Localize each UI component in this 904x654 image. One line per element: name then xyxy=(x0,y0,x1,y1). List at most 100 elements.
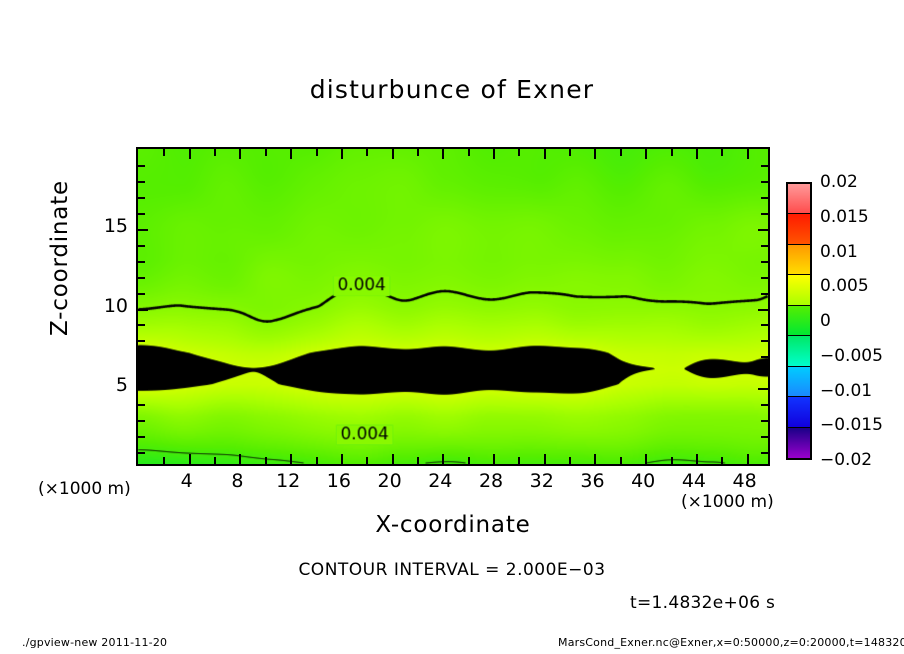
x-axis-tick xyxy=(493,454,496,464)
x-axis-tick xyxy=(594,454,597,464)
x-axis-tick-label: 12 xyxy=(276,470,301,492)
x-unit-right: (×1000 m) xyxy=(681,492,774,512)
y-axis-tick xyxy=(761,452,768,455)
y-axis-tick xyxy=(138,452,145,455)
y-axis-tick-label: 10 xyxy=(103,294,128,317)
x-axis-tick xyxy=(721,149,724,156)
contour-field xyxy=(138,149,768,464)
x-axis-tick xyxy=(569,149,572,156)
x-axis-tick xyxy=(442,149,445,159)
contour-plot-area xyxy=(136,147,770,466)
y-axis-tick xyxy=(138,308,148,311)
x-axis-tick xyxy=(163,149,166,156)
colorbar-tick-label: −0.01 xyxy=(820,380,873,401)
x-axis-tick xyxy=(619,457,622,464)
y-axis-tick xyxy=(761,244,768,247)
y-axis-tick xyxy=(138,324,145,327)
y-axis-tick-label: 15 xyxy=(103,214,128,237)
x-axis-tick-label: 4 xyxy=(180,470,193,492)
y-axis-tick xyxy=(138,164,145,167)
x-axis-tick xyxy=(188,149,191,159)
colorbar-tick-label: −0.005 xyxy=(820,345,883,366)
x-axis-tick xyxy=(239,149,242,159)
x-axis-tick xyxy=(340,149,343,159)
y-axis-tick xyxy=(761,276,768,279)
x-axis-tick xyxy=(518,149,521,156)
footer-source: MarsCond_Exner.nc@Exner,x=0:50000,z=0:20… xyxy=(558,636,904,649)
colorbar-band xyxy=(788,184,810,215)
y-axis-tick xyxy=(761,340,768,343)
y-axis-tick xyxy=(761,180,768,183)
y-axis-tick xyxy=(761,292,768,295)
x-axis-tick-label: 20 xyxy=(377,470,402,492)
x-axis-tick xyxy=(569,457,572,464)
x-axis-tick xyxy=(467,149,470,156)
x-axis-tick xyxy=(695,454,698,464)
colorbar-band xyxy=(788,244,810,276)
y-axis-tick xyxy=(761,436,768,439)
x-axis-tick xyxy=(619,149,622,156)
x-axis-tick xyxy=(290,149,293,159)
y-axis-tick xyxy=(138,196,145,199)
x-axis-tick-label: 28 xyxy=(478,470,504,492)
x-axis-tick xyxy=(695,149,698,159)
x-axis-tick xyxy=(214,457,217,464)
x-axis-tick xyxy=(416,457,419,464)
x-axis-tick xyxy=(264,457,267,464)
x-unit-left: (×1000 m) xyxy=(38,479,131,499)
x-axis-tick-label: 8 xyxy=(231,470,244,492)
x-axis-tick xyxy=(391,454,394,464)
x-axis-tick xyxy=(315,457,318,464)
y-axis-tick xyxy=(138,276,145,279)
y-axis-tick xyxy=(138,388,148,391)
y-axis-tick xyxy=(138,340,145,343)
x-axis-tick xyxy=(543,454,546,464)
colorbar-tick-label: −0.015 xyxy=(820,415,883,436)
x-axis-tick xyxy=(518,457,521,464)
y-axis-tick xyxy=(138,436,145,439)
y-axis-tick xyxy=(138,260,145,263)
x-axis-tick xyxy=(442,454,445,464)
x-axis-tick xyxy=(721,457,724,464)
y-axis-tick xyxy=(138,212,145,215)
y-axis-tick xyxy=(761,260,768,263)
page-title: disturbunce of Exner xyxy=(309,75,595,104)
colorbar-band xyxy=(788,336,810,367)
colorbar-tick-label: 0.02 xyxy=(820,172,858,192)
footer-command: ./gpview-new 2011-11-20 xyxy=(22,636,168,649)
x-axis-tick xyxy=(188,454,191,464)
y-axis-tick xyxy=(761,356,768,359)
x-axis-tick-label: 36 xyxy=(580,470,605,492)
x-axis-tick xyxy=(416,149,419,156)
y-axis-tick xyxy=(761,324,768,327)
colorbar-band xyxy=(788,275,810,306)
x-axis-tick xyxy=(391,149,394,159)
x-axis-tick-label: 40 xyxy=(631,470,656,492)
colorbar-band xyxy=(788,366,810,398)
colorbar-tick-label: 0.01 xyxy=(820,241,858,262)
x-axis-tick xyxy=(594,149,597,159)
y-axis-tick xyxy=(758,308,768,311)
y-axis-tick xyxy=(138,404,145,407)
y-axis-tick xyxy=(138,228,148,231)
y-axis-tick xyxy=(758,388,768,391)
x-axis-tick xyxy=(467,457,470,464)
x-axis-tick xyxy=(163,457,166,464)
contour-interval-note: CONTOUR INTERVAL = 2.000E−03 xyxy=(298,560,606,580)
y-axis-tick xyxy=(138,420,145,423)
colorbar-band xyxy=(788,397,810,428)
colorbar xyxy=(786,182,812,460)
y-axis-tick xyxy=(761,164,768,167)
colorbar-tick-label: 0.015 xyxy=(820,206,869,227)
x-axis-tick-label: 44 xyxy=(681,470,706,492)
y-axis-tick xyxy=(761,372,768,375)
y-axis-title: Z-coordinate xyxy=(47,180,73,336)
x-axis-tick xyxy=(239,454,242,464)
x-axis-tick xyxy=(645,149,648,159)
x-axis-tick xyxy=(645,454,648,464)
x-axis-tick xyxy=(366,149,369,156)
y-axis-tick xyxy=(761,420,768,423)
x-axis-tick xyxy=(670,149,673,156)
y-axis-tick-label: 5 xyxy=(115,374,128,397)
